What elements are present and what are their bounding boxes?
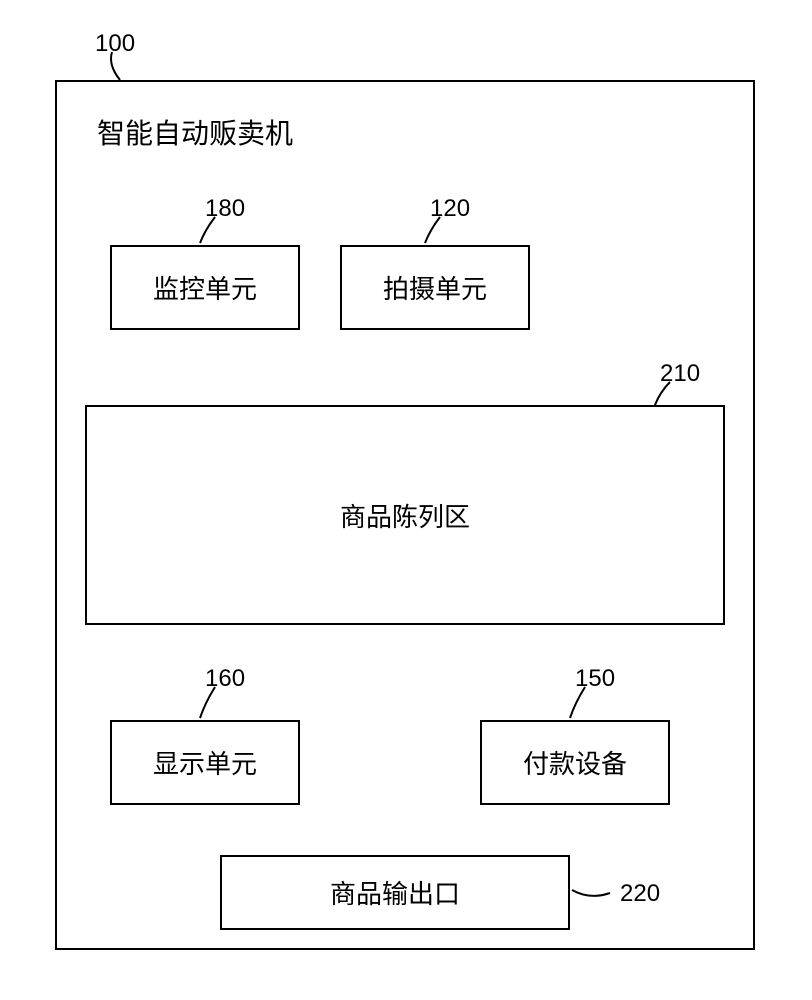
monitoring-unit-label: 监控单元 [153,269,257,306]
main-title: 智能自动贩卖机 [97,112,293,152]
payment-block: 付款设备 [480,720,670,805]
display-unit-block: 显示单元 [110,720,300,805]
display-area-block: 商品陈列区 [85,405,725,625]
connector-160 [195,685,225,725]
output-block: 商品输出口 [220,855,570,930]
connector-150 [565,685,595,725]
display-unit-label: 显示单元 [153,744,257,781]
payment-label: 付款设备 [523,744,627,781]
display-area-label: 商品陈列区 [340,497,470,534]
connector-220 [570,885,615,905]
ref-label-220: 220 [620,880,660,908]
camera-unit-label: 拍摄单元 [383,269,487,306]
monitoring-unit-block: 监控单元 [110,245,300,330]
camera-unit-block: 拍摄单元 [340,245,530,330]
output-label: 商品输出口 [330,874,460,911]
